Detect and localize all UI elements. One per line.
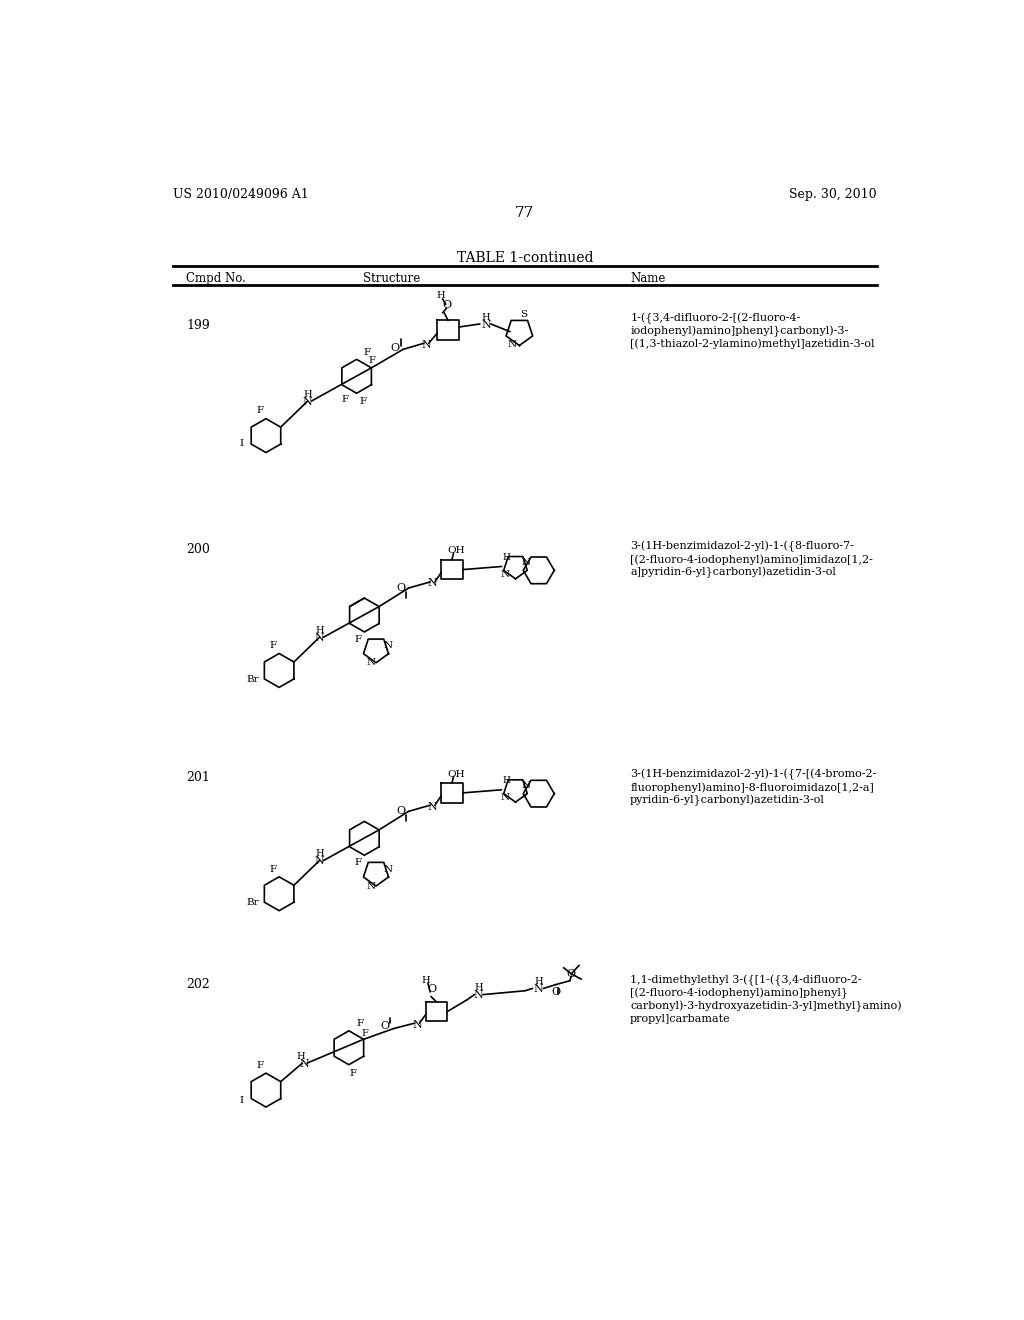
Text: Name: Name <box>630 272 666 285</box>
Text: N: N <box>428 578 437 589</box>
Text: TABLE 1-continued: TABLE 1-continued <box>457 251 593 265</box>
Text: H: H <box>502 553 510 562</box>
Text: OH: OH <box>447 546 465 556</box>
Text: 3-(1H-benzimidazol-2-yl)-1-({7-[(4-bromo-2-
fluorophenyl)amino]-8-fluoroimidazo[: 3-(1H-benzimidazol-2-yl)-1-({7-[(4-bromo… <box>630 770 877 805</box>
Text: N: N <box>413 1019 422 1030</box>
Text: 3-(1H-benzimidazol-2-yl)-1-({8-fluoro-7-
[(2-fluoro-4-iodophenyl)amino]imidazo[1: 3-(1H-benzimidazol-2-yl)-1-({8-fluoro-7-… <box>630 541 873 578</box>
Text: F: F <box>269 865 276 874</box>
Text: H: H <box>315 626 324 635</box>
Text: 199: 199 <box>186 318 210 331</box>
Text: N: N <box>422 339 431 350</box>
Text: F: F <box>354 858 361 867</box>
Text: N: N <box>314 857 325 866</box>
Text: N: N <box>522 781 530 791</box>
Text: F: F <box>341 395 348 404</box>
Text: F: F <box>360 1028 368 1038</box>
Text: F: F <box>256 407 263 416</box>
Text: N: N <box>314 634 325 643</box>
Text: O: O <box>396 807 406 816</box>
Text: Br: Br <box>247 899 259 907</box>
Text: O: O <box>442 300 452 310</box>
Text: N: N <box>303 397 312 407</box>
Text: O: O <box>391 343 400 352</box>
Text: S: S <box>520 310 526 319</box>
Text: N: N <box>383 865 392 874</box>
Text: 1,1-dimethylethyl 3-({[1-({3,4-difluoro-2-
[(2-fluoro-4-iodophenyl)amino]phenyl}: 1,1-dimethylethyl 3-({[1-({3,4-difluoro-… <box>630 974 902 1023</box>
Text: H: H <box>421 975 430 985</box>
Text: H: H <box>535 977 543 986</box>
Text: H: H <box>315 849 324 858</box>
Text: 202: 202 <box>186 978 210 991</box>
Text: H: H <box>481 313 490 322</box>
Text: Sep. 30, 2010: Sep. 30, 2010 <box>790 187 877 201</box>
Text: F: F <box>256 1061 263 1071</box>
Text: OH: OH <box>447 770 465 779</box>
Text: Cmpd No.: Cmpd No. <box>186 272 246 285</box>
Text: O: O <box>380 1022 389 1031</box>
Text: H: H <box>303 389 312 399</box>
Text: F: F <box>369 356 376 366</box>
Text: F: F <box>356 1019 364 1028</box>
Text: F: F <box>364 348 371 356</box>
Text: O: O <box>551 987 560 998</box>
Text: F: F <box>354 635 361 644</box>
Text: F: F <box>359 397 367 407</box>
Text: 200: 200 <box>186 544 210 557</box>
Text: 201: 201 <box>186 771 210 784</box>
Text: N: N <box>473 990 483 1001</box>
Text: N: N <box>507 341 516 350</box>
Text: N: N <box>367 659 376 667</box>
Text: Br: Br <box>247 676 259 684</box>
Text: 1-({3,4-difluoro-2-[(2-fluoro-4-
iodophenyl)amino]phenyl}carbonyl)-3-
[(1,3-thia: 1-({3,4-difluoro-2-[(2-fluoro-4- iodophe… <box>630 313 874 348</box>
Text: O: O <box>566 969 575 979</box>
Text: US 2010/0249096 A1: US 2010/0249096 A1 <box>173 187 308 201</box>
Text: H: H <box>437 292 445 301</box>
Text: 77: 77 <box>515 206 535 220</box>
Text: H: H <box>297 1052 305 1061</box>
Text: I: I <box>239 1096 244 1105</box>
Text: O: O <box>396 583 406 593</box>
Text: N: N <box>500 793 509 803</box>
Text: N: N <box>299 1059 309 1069</box>
Text: N: N <box>481 319 490 330</box>
Text: F: F <box>350 1069 357 1077</box>
Text: N: N <box>522 558 530 568</box>
Text: F: F <box>269 642 276 651</box>
Text: O: O <box>427 983 436 994</box>
Text: H: H <box>502 776 510 785</box>
Text: N: N <box>500 570 509 578</box>
Text: Structure: Structure <box>362 272 420 285</box>
Text: I: I <box>239 438 244 447</box>
Text: N: N <box>534 985 544 994</box>
Text: N: N <box>428 801 437 812</box>
Text: N: N <box>383 642 392 651</box>
Text: H: H <box>474 983 482 993</box>
Text: N: N <box>367 882 376 891</box>
